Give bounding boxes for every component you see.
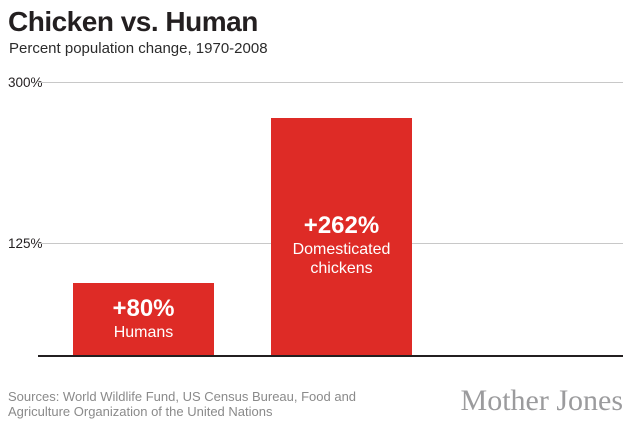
chart-subtitle: Percent population change, 1970-2008 (9, 40, 268, 57)
sources-line-2: Agriculture Organization of the United N… (8, 404, 273, 420)
bar-humans-category-label: Humans (113, 324, 174, 341)
sources-note: Sources: World Wildlife Fund, US Census … (8, 389, 356, 419)
gridline-300 (38, 82, 623, 83)
sources-line-1: Sources: World Wildlife Fund, US Census … (8, 389, 357, 404)
bar-humans-value-label: +80% (112, 294, 175, 322)
chart-title: Chicken vs. Human (8, 6, 258, 37)
bar-chickens-value-label: +262% (303, 211, 380, 239)
y-axis-tick-300: 300% (8, 75, 43, 90)
bar-humans: +80% Humans (73, 283, 214, 355)
bar-chickens-category-label-line1: Domesticated (292, 240, 391, 258)
y-axis-tick-125: 125% (8, 236, 43, 251)
mother-jones-logo: Mother Jones (460, 384, 623, 417)
bar-chickens-category-label-line2: chickens (310, 260, 373, 278)
bar-chickens: +262% Domesticated chickens (271, 118, 412, 355)
x-axis-baseline (38, 355, 623, 357)
